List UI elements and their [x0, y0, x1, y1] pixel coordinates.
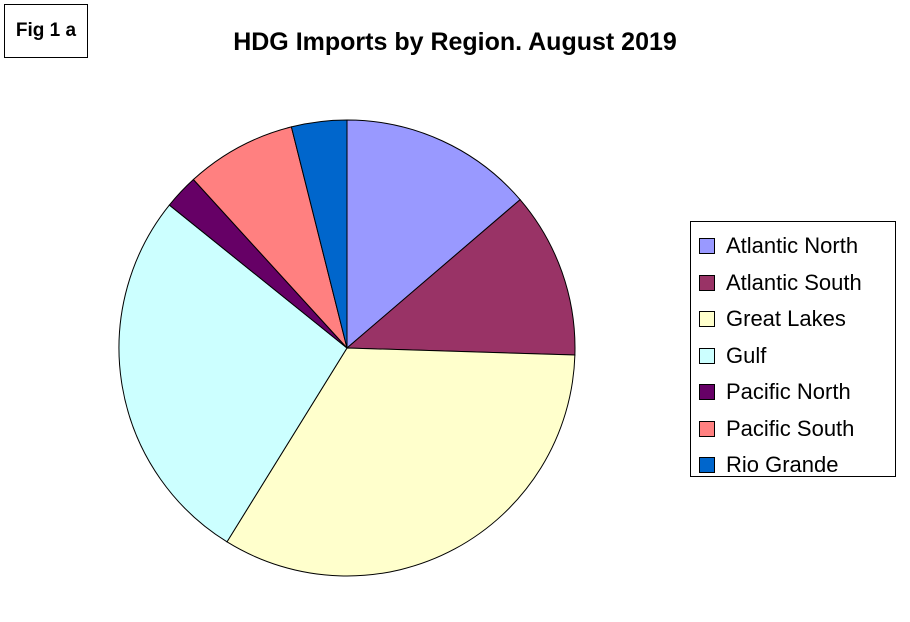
- pie-slice-atlantic-north: [346, 119, 521, 350]
- legend-swatch: [699, 238, 715, 255]
- chart-legend: Atlantic North Atlantic South Great Lakes G…: [690, 221, 896, 477]
- legend-swatch: [699, 311, 715, 328]
- legend-item: Pacific South: [699, 411, 895, 448]
- legend-item: Atlantic North: [699, 228, 895, 265]
- pie-slice-rio-grande: [290, 119, 348, 349]
- legend-label: Rio Grande: [726, 452, 839, 478]
- legend-label: Atlantic North: [726, 233, 859, 259]
- figure-label: Fig 1 a: [4, 4, 88, 58]
- legend-label: Great Lakes: [726, 306, 846, 332]
- legend-label: Pacific North: [726, 379, 851, 405]
- chart-title: HDG Imports by Region. August 2019: [233, 28, 677, 56]
- legend-label: Pacific South: [726, 415, 855, 441]
- legend-item: Gulf: [699, 338, 895, 375]
- legend-swatch: [699, 420, 715, 437]
- pie-slice-atlantic-south: [345, 198, 576, 356]
- pie-slice-gulf: [118, 204, 348, 543]
- legend-swatch: [699, 274, 715, 291]
- legend-swatch: [699, 384, 715, 401]
- legend-item: Atlantic South: [699, 265, 895, 302]
- legend-swatch: [699, 347, 715, 364]
- pie-slice-pacific-south: [192, 126, 348, 349]
- legend-label: Gulf: [726, 342, 767, 368]
- legend-label: Atlantic South: [726, 269, 862, 295]
- legend-item: Great Lakes: [699, 301, 895, 338]
- legend-item: Pacific North: [699, 374, 895, 411]
- legend-item: Rio Grande: [699, 447, 895, 484]
- pie-slice-great-lakes: [226, 347, 576, 577]
- legend-swatch: [699, 457, 715, 474]
